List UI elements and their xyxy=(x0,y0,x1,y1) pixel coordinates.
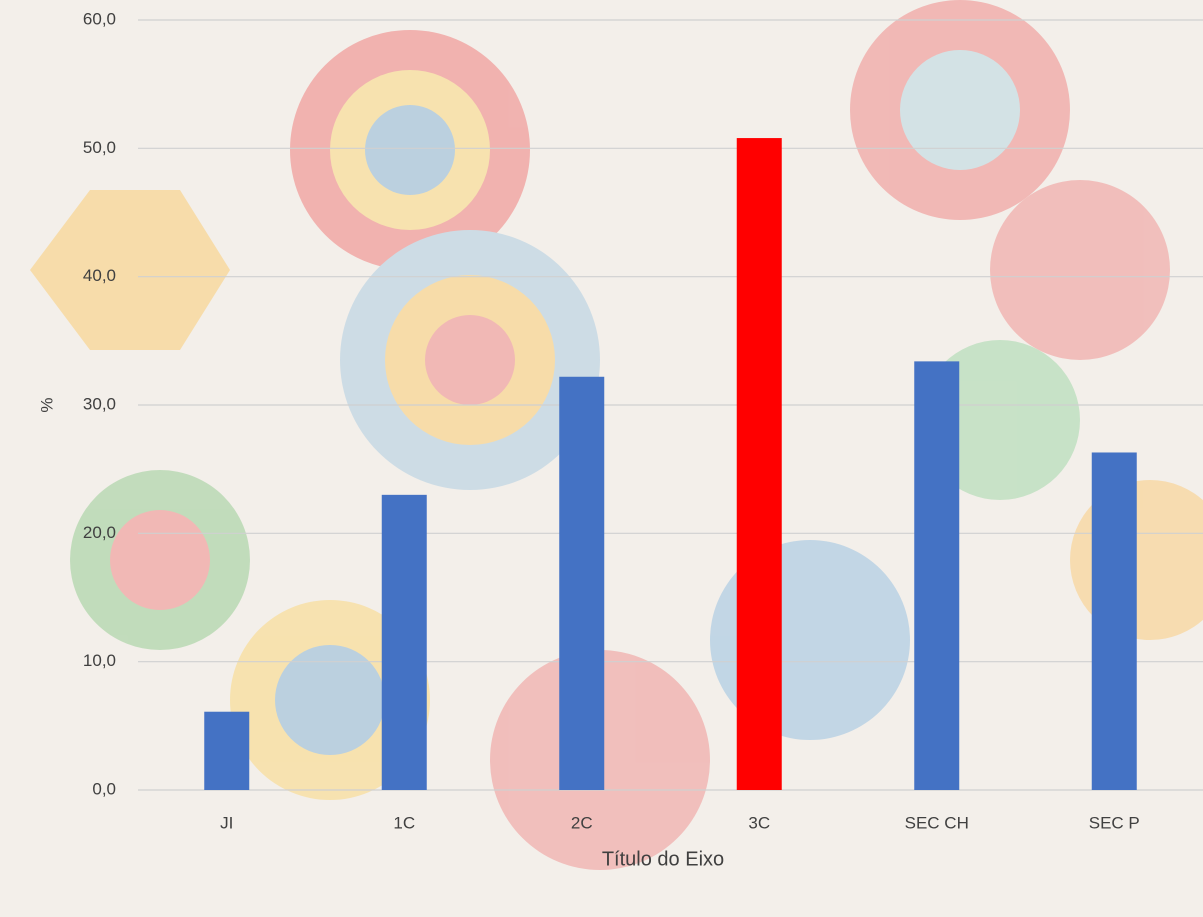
bar xyxy=(736,138,782,791)
x-axis-label: Título do Eixo xyxy=(602,848,724,870)
y-tick-label: 40,0 xyxy=(83,266,116,285)
y-tick-label: 10,0 xyxy=(83,651,116,670)
y-tick-label: 50,0 xyxy=(83,138,116,157)
x-tick-label: SEC CH xyxy=(905,813,969,832)
y-tick-label: 60,0 xyxy=(83,9,116,28)
x-tick-label: JI xyxy=(220,813,233,832)
bar xyxy=(914,361,960,790)
bar xyxy=(1091,452,1137,790)
bar xyxy=(204,711,250,790)
y-tick-label: 20,0 xyxy=(83,523,116,542)
y-tick-label: 30,0 xyxy=(83,394,116,413)
background-art xyxy=(30,0,1203,870)
x-tick-label: 1C xyxy=(393,813,415,832)
y-tick-label: 0,0 xyxy=(92,779,116,798)
y-axis-label: % xyxy=(37,397,56,412)
x-tick-label: 3C xyxy=(748,813,770,832)
bar xyxy=(559,376,605,790)
bar xyxy=(381,494,427,790)
x-tick-label: 2C xyxy=(571,813,593,832)
x-tick-label: SEC P xyxy=(1089,813,1140,832)
